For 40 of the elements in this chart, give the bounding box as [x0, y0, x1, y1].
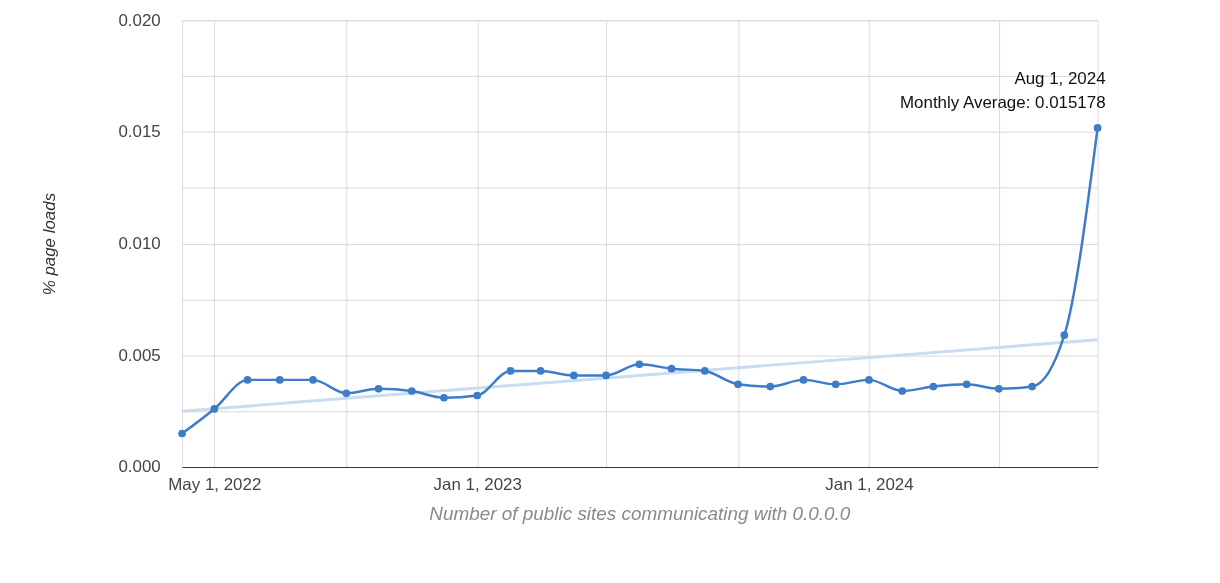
point [602, 371, 610, 380]
point [374, 384, 383, 393]
point [1093, 124, 1102, 132]
annotation: Aug 1, 2024 Monthly Average: 0.015178 [900, 69, 1106, 113]
point [473, 391, 482, 400]
y-tick-label: 0.015 [118, 122, 161, 142]
point [275, 376, 284, 384]
point [342, 389, 351, 398]
point [536, 367, 545, 375]
point [929, 382, 938, 391]
x-tick-label: Jan 1, 2024 [825, 475, 914, 495]
y-tick-label: 0.020 [118, 10, 161, 30]
point [995, 384, 1003, 393]
point [700, 367, 709, 375]
y-axis-title: % page loads [39, 192, 59, 296]
point [506, 367, 515, 375]
x-tick-label: May 1, 2022 [168, 475, 262, 495]
y-tick-label: 0.005 [118, 345, 161, 365]
point [440, 393, 448, 402]
point [178, 429, 186, 438]
point [635, 360, 644, 369]
point [962, 380, 971, 389]
text: Number of public sites communicating with 0.0.0.0 [429, 502, 851, 524]
x-tick-label: Jan 1, 2023 [433, 475, 522, 495]
point [243, 376, 252, 384]
point [799, 376, 808, 384]
point [898, 387, 907, 395]
point [667, 364, 676, 373]
point [210, 405, 219, 413]
point [569, 371, 578, 380]
point [831, 380, 840, 389]
point [407, 387, 416, 395]
point [865, 376, 873, 384]
point [1028, 382, 1036, 391]
y-tick-label: 0.000 [118, 457, 161, 477]
y-tick-label: 0.010 [118, 234, 161, 254]
point [309, 376, 317, 384]
point [734, 380, 742, 389]
point [766, 382, 775, 391]
point [1060, 331, 1069, 340]
